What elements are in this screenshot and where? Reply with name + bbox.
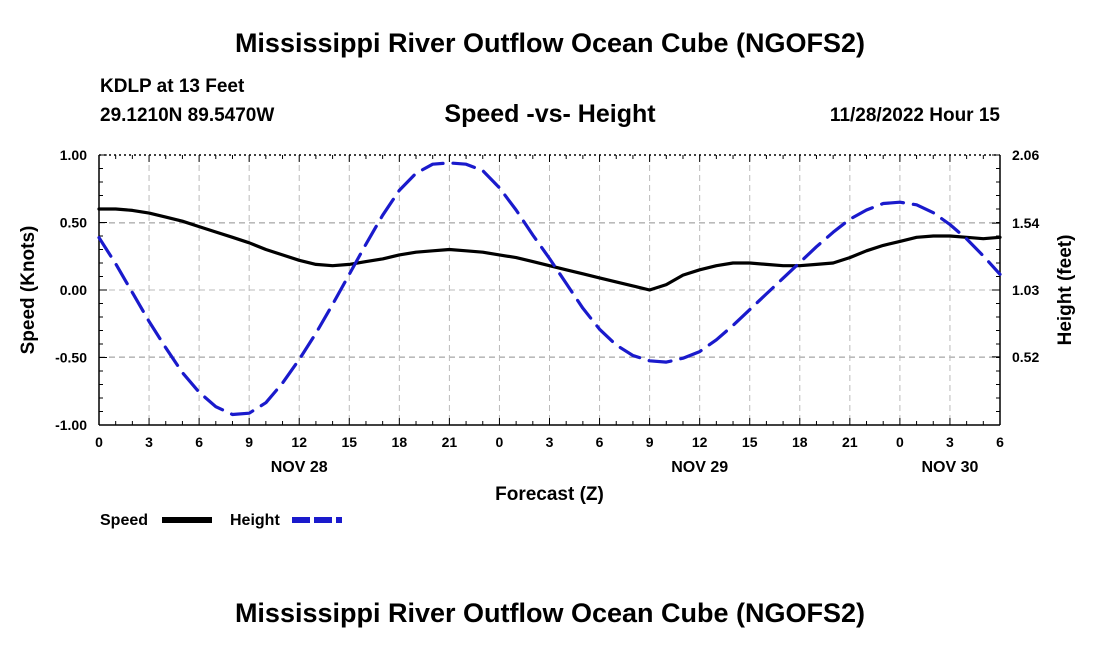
y-tick-label: -0.50 (55, 350, 87, 366)
x-tick-label: 12 (692, 434, 708, 450)
x-tick-label: 6 (596, 434, 604, 450)
plot-title: Speed -vs- Height (444, 100, 656, 128)
station-coords: 29.1210N 89.5470W (100, 105, 275, 126)
x-tick-label: 12 (291, 434, 307, 450)
y-tick-label: -1.00 (55, 417, 87, 433)
y-tick-label: 0.00 (60, 282, 87, 298)
y2-axis-label: Height (feet) (1055, 235, 1076, 346)
y2-tick-label: 1.03 (1012, 282, 1039, 298)
main-title: Mississippi River Outflow Ocean Cube (NG… (234, 28, 866, 58)
x-tick-label: 21 (842, 434, 858, 450)
x-tick-label: 3 (145, 434, 153, 450)
x-tick-label: 15 (742, 434, 758, 450)
x-tick-label: 21 (442, 434, 458, 450)
x-tick-label: 3 (546, 434, 554, 450)
y-axis-label: Speed (Knots) (18, 226, 39, 355)
date-label: NOV 28 (271, 459, 328, 476)
forecast-datetime: 11/28/2022 Hour 15 (829, 105, 1000, 126)
y2-tick-label: 1.54 (1012, 215, 1039, 231)
x-tick-label: 18 (392, 434, 408, 450)
x-axis-label: Forecast (Z) (495, 484, 604, 505)
x-tick-label: 6 (996, 434, 1004, 450)
station-name: KDLP at 13 Feet (100, 76, 245, 97)
date-label: NOV 29 (671, 459, 728, 476)
x-tick-label: 0 (496, 434, 504, 450)
speed-height-chart: 0 3 6 9 12 15 18 21 0 3 6 9 12 15 18 21 0 3 6 NOV 28 NOV 29 N… (18, 147, 1076, 529)
y2-tick-label: 2.06 (1012, 147, 1039, 163)
date-label: NOV 30 (921, 459, 978, 476)
legend-speed-label: Speed (100, 512, 148, 529)
x-tick-label: 3 (946, 434, 954, 450)
x-tick-label: 0 (896, 434, 904, 450)
y-tick-label: 1.00 (60, 147, 87, 163)
legend-height-label: Height (230, 512, 280, 529)
y2-tick-label: 0.52 (1012, 349, 1039, 365)
x-tick-label: 0 (95, 434, 103, 450)
x-tick-label: 9 (646, 434, 654, 450)
x-tick-label: 15 (341, 434, 357, 450)
footer-title: Mississippi River Outflow Ocean Cube (NG… (234, 598, 866, 628)
x-tick-label: 9 (245, 434, 253, 450)
speed-series-line (97, 207, 1002, 292)
x-tick-label: 18 (792, 434, 808, 450)
x-tick-label: 6 (195, 434, 203, 450)
height-series-line (97, 161, 1002, 417)
y-tick-label: 0.50 (60, 215, 87, 231)
